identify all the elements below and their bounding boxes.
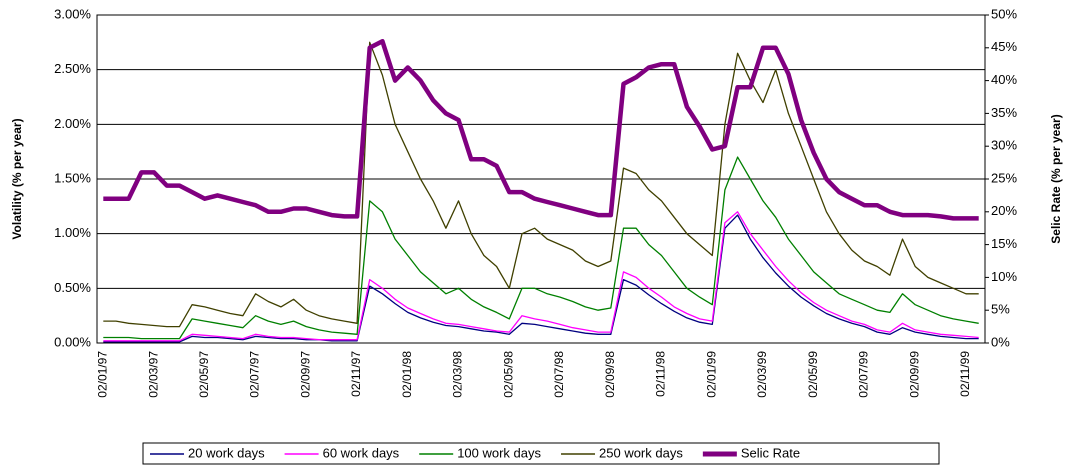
y-tick-label: 2.00% — [54, 116, 91, 131]
y-tick-label: 2.50% — [54, 61, 91, 76]
x-tick-label: 02/01/98 — [400, 351, 414, 398]
y2-axis-label: Selic Rate (% per year) — [1049, 114, 1063, 243]
y2-tick-label: 40% — [991, 72, 1017, 87]
series-line — [103, 211, 979, 342]
y2-tick-label: 0% — [991, 334, 1010, 349]
x-tick-label: 02/05/97 — [197, 351, 211, 398]
y-tick-label: 1.50% — [54, 170, 91, 185]
x-tick-label: 02/01/99 — [704, 351, 718, 398]
y-tick-label: 1.00% — [54, 225, 91, 240]
x-tick-label: 02/09/97 — [298, 351, 312, 398]
series-line — [103, 156, 979, 340]
y2-tick-label: 50% — [991, 6, 1017, 21]
legend-box — [142, 442, 940, 465]
series-line — [103, 214, 979, 343]
legend-label: 60 work days — [323, 445, 400, 460]
x-tick-label: 02/07/99 — [857, 351, 871, 398]
x-tick-label: 02/09/99 — [907, 351, 921, 398]
x-tick-label: 02/05/98 — [501, 351, 515, 398]
x-tick-label: 02/07/97 — [248, 351, 262, 398]
legend-label: 20 work days — [188, 445, 265, 460]
x-tick-label: 02/11/97 — [349, 351, 363, 397]
plot-frame — [96, 14, 986, 344]
x-tick-label: 02/03/98 — [451, 351, 465, 398]
x-tick-label: 02/11/98 — [654, 351, 668, 397]
y2-tick-label: 25% — [991, 170, 1017, 185]
x-tick-label: 02/07/98 — [552, 351, 566, 398]
series-line — [103, 38, 979, 221]
x-tick-label: 02/05/99 — [806, 351, 820, 398]
y2-tick-label: 20% — [991, 203, 1017, 218]
series-line — [103, 41, 979, 328]
y2-tick-label: 45% — [991, 39, 1017, 54]
x-tick-label: 02/11/99 — [958, 351, 972, 397]
x-tick-label: 02/03/99 — [755, 351, 769, 398]
x-tick-label: 02/01/97 — [96, 351, 110, 398]
y2-tick-label: 35% — [991, 105, 1017, 120]
legend-label: Selic Rate — [741, 445, 800, 460]
y2-tick-label: 30% — [991, 138, 1017, 153]
y2-tick-label: 10% — [991, 269, 1017, 284]
y-axis-label: Volatility (% per year) — [10, 118, 24, 239]
legend-label: 100 work days — [457, 445, 541, 460]
legend-label: 250 work days — [599, 445, 683, 460]
y2-tick-label: 5% — [991, 302, 1010, 317]
y-tick-label: 3.00% — [54, 6, 91, 21]
x-tick-label: 02/09/98 — [603, 351, 617, 398]
x-tick-label: 02/03/97 — [146, 351, 160, 398]
y-tick-label: 0.00% — [54, 334, 91, 349]
y-tick-label: 0.50% — [54, 280, 91, 295]
y2-tick-label: 15% — [991, 236, 1017, 251]
